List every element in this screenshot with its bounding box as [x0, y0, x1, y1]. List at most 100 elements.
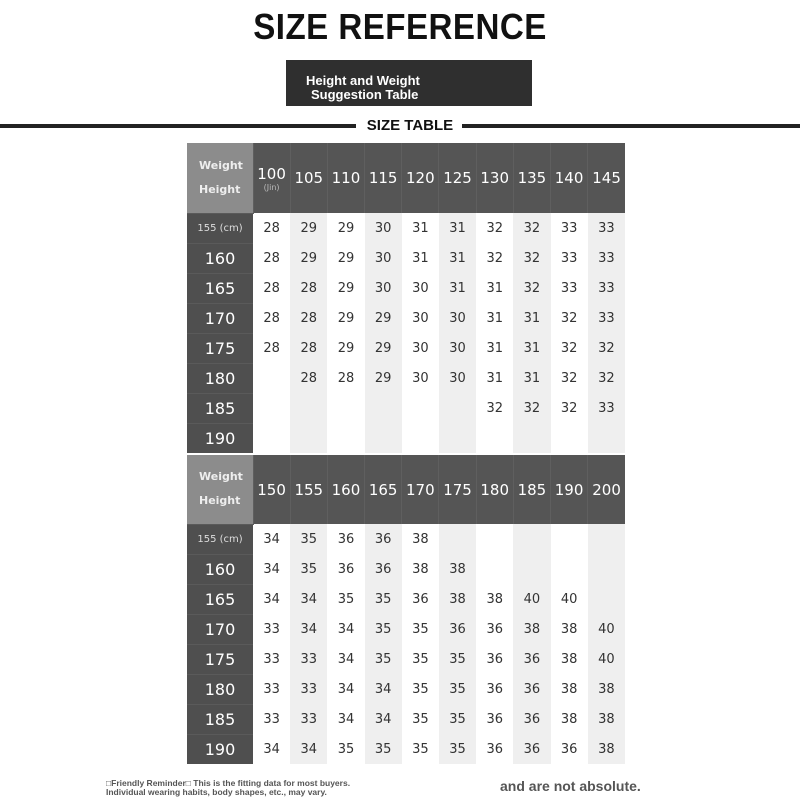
reminder-tail: and are not absolute. [500, 778, 641, 794]
weight-unit: (Jin) [263, 182, 280, 192]
size-cell: 28 [263, 220, 280, 236]
height-label: Height [199, 494, 241, 508]
height-header: 170 [187, 302, 253, 333]
size-cell: 34 [290, 584, 328, 614]
size-cell [587, 584, 625, 614]
table-row: 175 28 28 29 29 30 30 31 31 32 32 [187, 332, 625, 363]
reminder-line: Individual wearing habits, body shapes, … [106, 787, 327, 797]
size-cell: 40 [587, 614, 625, 644]
size-cell: 29 [364, 333, 402, 363]
size-cell: 40 [513, 584, 551, 614]
size-cell [587, 524, 625, 554]
weight-header: 175 [438, 455, 477, 524]
size-cell: 36 [337, 561, 355, 577]
size-cell: 35 [337, 741, 355, 757]
size-cell: 36 [337, 531, 355, 547]
size-cell [253, 393, 290, 423]
size-table-2: Weight Height 150 155 160 165 170 175 180 185 190 2… [187, 455, 625, 764]
size-cell: 28 [263, 280, 280, 296]
table-row: 160 34 35 36 36 38 38 [187, 553, 625, 584]
table-row: 155 (cm) 28 29 29 30 31 31 32 32 33 33 [187, 212, 625, 243]
size-cell [327, 393, 364, 423]
size-cell: 35 [438, 674, 477, 704]
size-cell: 35 [364, 614, 402, 644]
size-cell: 30 [364, 243, 402, 273]
size-cell: 35 [364, 644, 402, 674]
size-cell: 31 [513, 333, 551, 363]
size-cell [438, 393, 477, 423]
weight-header: 165 [364, 455, 402, 524]
weight-value: 160 [331, 480, 361, 499]
size-cell: 29 [337, 340, 355, 356]
weight-header: 105 [289, 143, 328, 213]
size-cell: 34 [290, 614, 328, 644]
table-row: 175 33 33 34 35 35 35 36 36 38 40 [187, 643, 625, 674]
size-cell [327, 423, 364, 453]
size-cell: 30 [412, 280, 429, 296]
size-cell: 36 [513, 644, 551, 674]
size-cell: 32 [513, 213, 551, 243]
weight-header: 155 [289, 455, 328, 524]
height-header: 155 (cm) [187, 523, 253, 554]
size-cell: 32 [486, 250, 503, 266]
divider [462, 124, 800, 128]
size-cell: 29 [337, 220, 355, 236]
table-row: 180 28 28 29 30 30 31 31 32 32 [187, 362, 625, 393]
subtitle-banner: Height and Weight Suggestion Table [286, 60, 532, 106]
size-cell: 31 [412, 220, 429, 236]
weight-value: 100 [257, 164, 286, 183]
size-cell: 38 [560, 711, 578, 727]
size-cell: 29 [337, 310, 355, 326]
size-cell [402, 423, 439, 453]
page-title: SIZE REFERENCE [253, 6, 547, 47]
size-cell: 36 [486, 651, 503, 667]
table-row: 155 (cm) 34 35 36 36 38 [187, 523, 625, 554]
size-cell: 30 [438, 363, 477, 393]
size-cell [513, 554, 551, 584]
size-cell: 28 [263, 310, 280, 326]
size-cell: 40 [587, 644, 625, 674]
height-header: 180 [187, 673, 253, 704]
size-cell: 33 [263, 651, 280, 667]
weight-header: 110 [326, 143, 365, 213]
size-cell: 29 [337, 250, 355, 266]
size-cell: 33 [587, 273, 625, 303]
size-cell: 32 [587, 333, 625, 363]
size-cell [290, 423, 328, 453]
size-cell: 33 [587, 393, 625, 423]
size-cell: 33 [263, 711, 280, 727]
reminder-note: □Friendly Reminder□ This is the fitting … [106, 779, 350, 797]
weight-header: 180 [475, 455, 514, 524]
size-cell: 31 [513, 303, 551, 333]
size-cell [587, 423, 625, 453]
size-cell [476, 554, 513, 584]
size-cell: 31 [438, 243, 477, 273]
table-row: 190 [187, 422, 625, 453]
weight-value: 185 [517, 480, 547, 499]
size-cell: 30 [412, 340, 429, 356]
weight-value: 145 [592, 169, 621, 187]
size-cell: 30 [438, 303, 477, 333]
weight-value: 105 [294, 169, 324, 187]
size-cell: 33 [587, 243, 625, 273]
size-cell: 36 [513, 674, 551, 704]
size-cell: 34 [263, 741, 280, 757]
size-cell: 38 [412, 531, 429, 547]
size-cell: 36 [513, 704, 551, 734]
size-cell: 33 [290, 704, 328, 734]
size-cell: 35 [412, 681, 429, 697]
weight-header: 130 [475, 143, 514, 213]
size-cell: 28 [337, 370, 355, 386]
size-cell: 34 [263, 591, 280, 607]
weight-value: 180 [480, 480, 510, 499]
height-header: 180 [187, 362, 253, 393]
size-cell: 28 [290, 303, 328, 333]
size-cell: 38 [438, 554, 477, 584]
height-header: 185 [187, 703, 253, 734]
weight-value: 155 [294, 480, 324, 499]
size-cell [513, 524, 551, 554]
size-cell: 35 [438, 734, 477, 764]
size-cell: 32 [587, 363, 625, 393]
weight-value: 165 [368, 480, 398, 499]
table-row: 170 33 34 34 35 35 36 36 38 38 40 [187, 613, 625, 644]
